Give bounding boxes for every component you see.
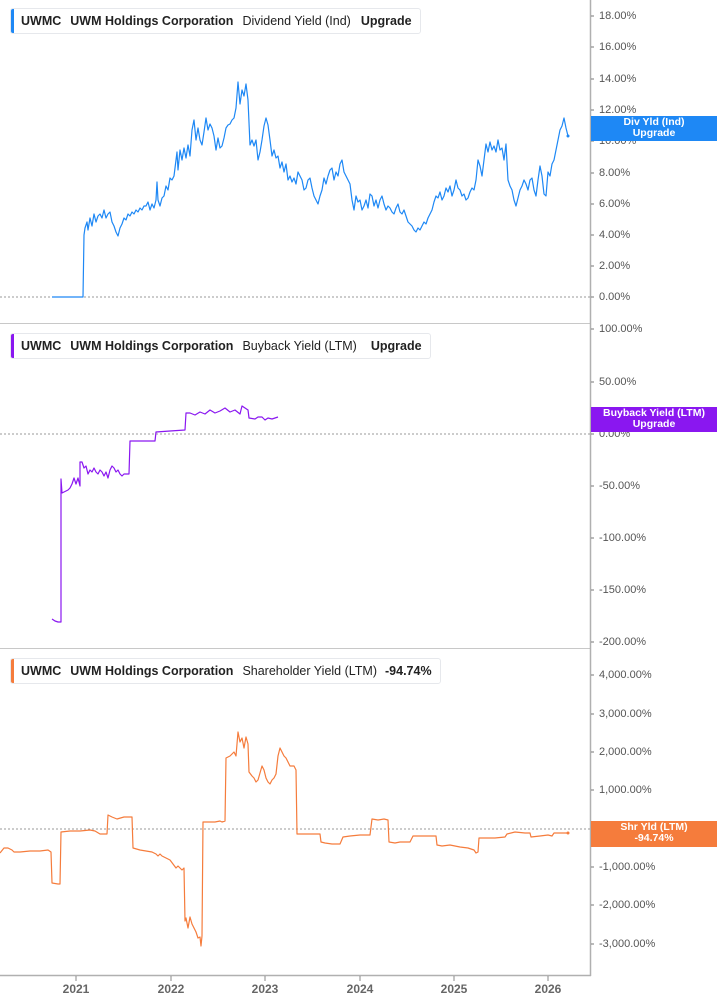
legend-color-bar xyxy=(11,659,14,683)
buyback-yield-line xyxy=(51,405,279,623)
dividend-endpoint xyxy=(566,134,570,138)
legend-upgrade-link[interactable]: Upgrade xyxy=(360,14,412,28)
legend-color-bar xyxy=(11,9,14,33)
tag-value: Upgrade xyxy=(632,127,676,139)
y-tick-label: 4,000.00% xyxy=(599,669,652,681)
legend-shareholder-yield[interactable]: UWMC UWM Holdings Corporation Shareholde… xyxy=(10,658,441,684)
buyback-value-tag: Buyback Yield (LTM) Upgrade xyxy=(591,407,717,432)
legend-metric: Dividend Yield (Ind) xyxy=(242,14,351,28)
tag-value: Upgrade xyxy=(632,418,676,430)
y-tick-label: 50.00% xyxy=(599,376,637,388)
y-tick-label: -2,000.00% xyxy=(599,899,656,911)
y-tick-label: -150.00% xyxy=(599,584,647,596)
legend-ticker: UWMC xyxy=(21,339,62,353)
y-tick-label: 16.00% xyxy=(599,41,637,53)
legend-dividend-yield[interactable]: UWMC UWM Holdings Corporation Dividend Y… xyxy=(10,8,421,34)
legend-metric: Shareholder Yield (LTM) xyxy=(242,664,377,678)
dividend-yield-line xyxy=(52,81,569,298)
legend-company: UWM Holdings Corporation xyxy=(70,339,234,353)
legend-value: -94.74% xyxy=(385,664,432,678)
tag-value: -94.74% xyxy=(634,832,674,844)
legend-color-bar xyxy=(11,334,14,358)
y-tick-label: -200.00% xyxy=(599,636,647,648)
y-tick-label: 6.00% xyxy=(599,198,631,210)
y-tick-label: 2,000.00% xyxy=(599,746,652,758)
y-tick-label: 4.00% xyxy=(599,229,631,241)
x-tick-label: 2022 xyxy=(157,982,185,996)
y-tick-label: 18.00% xyxy=(599,10,637,22)
y-tick-label: 2.00% xyxy=(599,260,631,272)
legend-company: UWM Holdings Corporation xyxy=(70,14,234,28)
y-tick-label: -3,000.00% xyxy=(599,938,656,950)
x-tick-label: 2024 xyxy=(346,982,374,996)
legend-metric: Buyback Yield (LTM) xyxy=(242,339,357,353)
y-tick-label: 3,000.00% xyxy=(599,708,652,720)
x-tick-label: 2026 xyxy=(534,982,562,996)
tag-label: Shr Yld (LTM) xyxy=(620,821,688,833)
y-tick-label: -50.00% xyxy=(599,480,640,492)
y-tick-label: -1,000.00% xyxy=(599,861,656,873)
x-tick-label: 2023 xyxy=(251,982,279,996)
y-tick-marks xyxy=(591,15,594,945)
y-tick-label: 8.00% xyxy=(599,167,631,179)
legend-buyback-yield[interactable]: UWMC UWM Holdings Corporation Buyback Yi… xyxy=(10,333,431,359)
y-tick-label: 1,000.00% xyxy=(599,784,652,796)
y-tick-label: 14.00% xyxy=(599,73,637,85)
x-tick-label: 2025 xyxy=(440,982,468,996)
legend-ticker: UWMC xyxy=(21,14,62,28)
y-tick-label: -100.00% xyxy=(599,532,647,544)
legend-upgrade-link[interactable]: Upgrade xyxy=(370,339,422,353)
tag-label: Div Yld (Ind) xyxy=(623,116,685,128)
x-tick-marks xyxy=(75,976,549,981)
shareholder-yield-line xyxy=(0,731,568,947)
tag-label: Buyback Yield (LTM) xyxy=(603,407,705,419)
legend-ticker: UWMC xyxy=(21,664,62,678)
shareholder-value-tag: Shr Yld (LTM) -94.74% xyxy=(591,821,717,847)
shareholder-endpoint xyxy=(566,831,570,835)
y-tick-label: 12.00% xyxy=(599,104,637,116)
y-tick-label: 0.00% xyxy=(599,291,631,303)
legend-company: UWM Holdings Corporation xyxy=(70,664,234,678)
x-tick-label: 2021 xyxy=(62,982,90,996)
y-tick-label: 100.00% xyxy=(599,323,643,335)
dividend-value-tag: Div Yld (Ind) Upgrade xyxy=(591,116,717,141)
